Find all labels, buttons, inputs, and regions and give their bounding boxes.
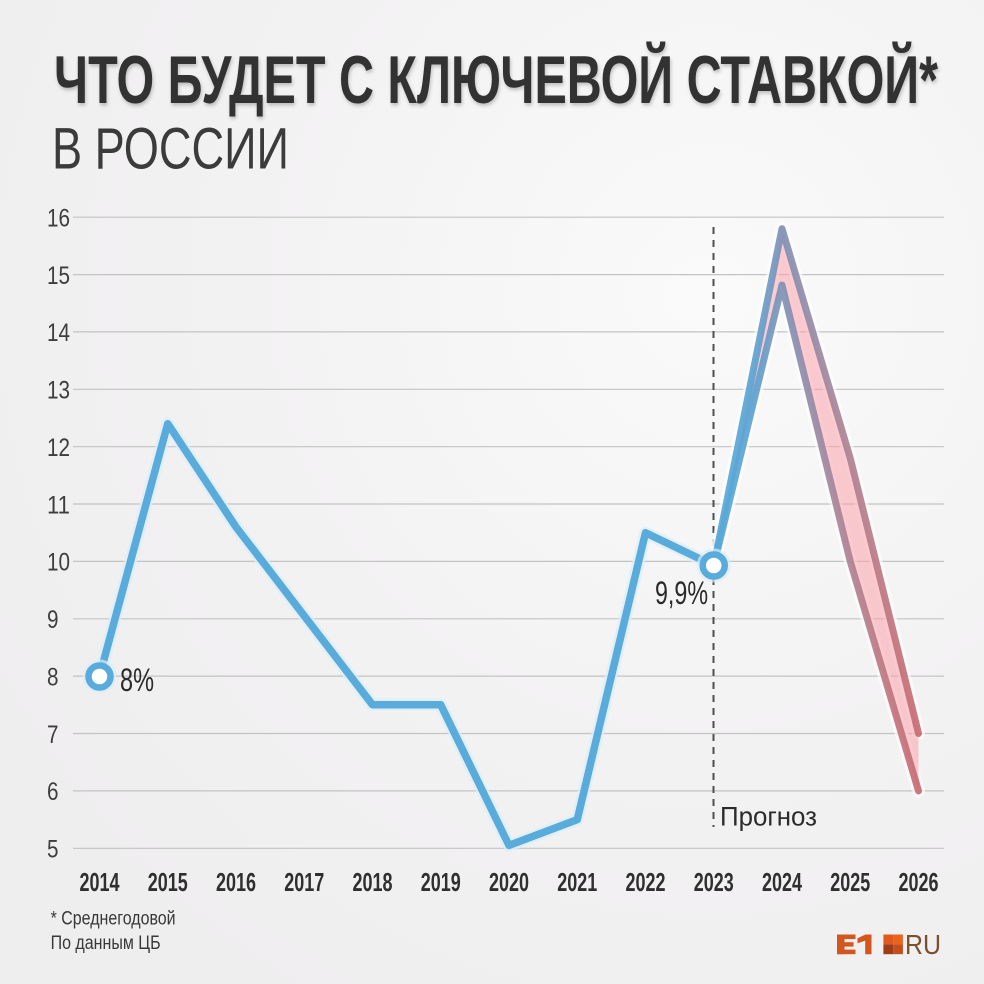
svg-text:2025: 2025: [830, 867, 870, 897]
svg-text:9: 9: [47, 606, 59, 634]
svg-text:10: 10: [47, 549, 70, 577]
svg-text:2026: 2026: [899, 867, 939, 897]
svg-text:2018: 2018: [353, 867, 393, 897]
svg-text:2022: 2022: [626, 867, 666, 897]
svg-text:ЧТО БУДЕТ С КЛЮЧЕВОЙ СТАВКОЙ*: ЧТО БУДЕТ С КЛЮЧЕВОЙ СТАВКОЙ*: [54, 41, 938, 118]
svg-text:12: 12: [47, 434, 70, 462]
svg-text:7: 7: [47, 721, 59, 749]
svg-text:RU: RU: [905, 929, 941, 960]
svg-text:14: 14: [47, 319, 70, 347]
svg-text:8: 8: [47, 663, 59, 691]
svg-text:13: 13: [47, 377, 70, 405]
svg-text:15: 15: [47, 262, 70, 290]
svg-text:5: 5: [47, 836, 59, 864]
svg-text:9,9%: 9,9%: [655, 575, 708, 611]
svg-text:8%: 8%: [120, 662, 154, 698]
svg-text:* Среднегодовой: * Среднегодовой: [51, 909, 176, 930]
svg-text:2019: 2019: [421, 867, 461, 897]
svg-text:2024: 2024: [762, 867, 802, 897]
svg-text:2014: 2014: [80, 867, 120, 897]
svg-text:2020: 2020: [489, 867, 529, 897]
svg-text:2021: 2021: [557, 867, 597, 897]
svg-text:6: 6: [47, 778, 59, 806]
svg-text:В РОССИИ: В РОССИИ: [52, 117, 289, 182]
svg-text:2015: 2015: [148, 867, 188, 897]
svg-text:2017: 2017: [284, 867, 324, 897]
svg-text:По данным ЦБ: По данным ЦБ: [51, 933, 161, 954]
svg-text:11: 11: [47, 491, 70, 519]
svg-text:2016: 2016: [216, 867, 256, 897]
svg-text:16: 16: [47, 205, 70, 233]
svg-text:Прогноз: Прогноз: [720, 802, 817, 832]
svg-text:2023: 2023: [694, 867, 734, 897]
